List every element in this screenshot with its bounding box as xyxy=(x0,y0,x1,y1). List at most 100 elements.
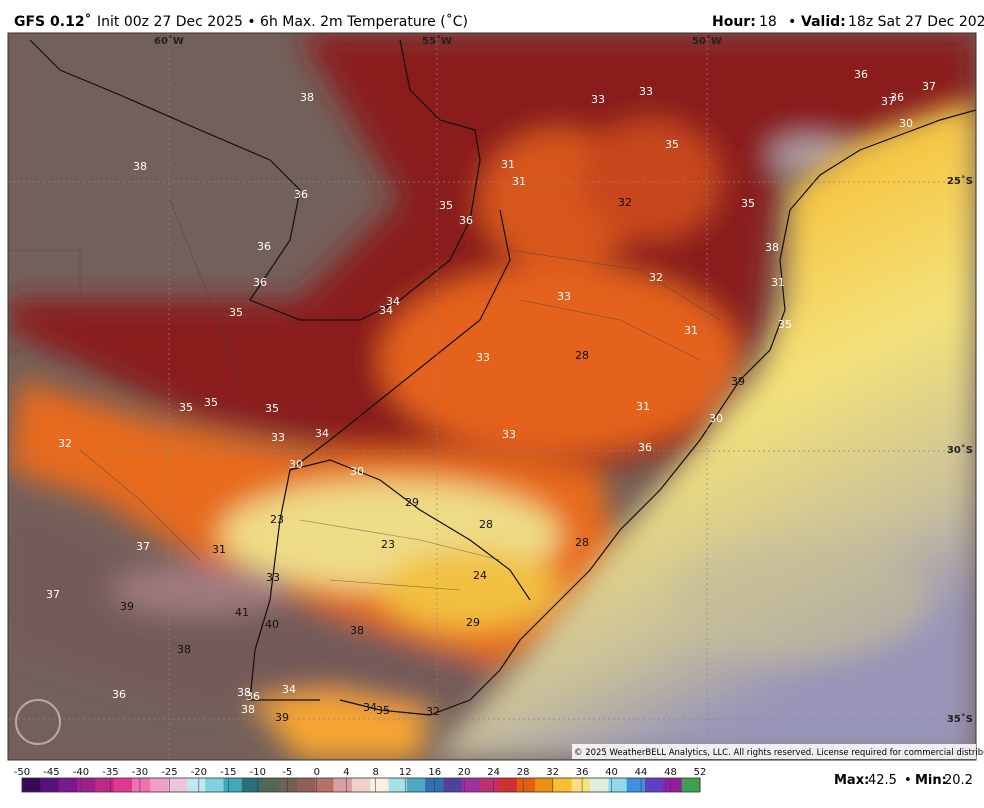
colorbar-tick-label: -45 xyxy=(43,767,59,778)
temperature-label: 34 xyxy=(386,295,400,308)
temperature-label: 36 xyxy=(890,91,904,104)
colorbar-tick-label: 20 xyxy=(458,767,471,778)
temperature-label: 29 xyxy=(466,616,480,629)
temperature-label: 35 xyxy=(376,704,390,717)
colorbar-swatch xyxy=(516,778,536,792)
colorbar-swatch xyxy=(351,778,371,792)
temperature-label: 36 xyxy=(112,688,126,701)
colorbar-swatch xyxy=(131,778,151,792)
colorbar-swatch xyxy=(461,778,481,792)
temperature-label: 35 xyxy=(229,306,243,319)
temperature-label: 35 xyxy=(439,199,453,212)
temperature-label: 35 xyxy=(265,402,279,415)
temperature-label: 35 xyxy=(665,138,679,151)
colorbar-swatch xyxy=(186,778,206,792)
copyright: © 2025 WeatherBELL Analytics, LLC. All r… xyxy=(574,748,984,758)
temperature-label: 28 xyxy=(479,518,493,531)
colorbar-swatch xyxy=(535,778,554,792)
colorbar-swatch xyxy=(76,778,96,792)
temperature-label: 29 xyxy=(405,496,419,509)
temperature-label: 37 xyxy=(881,95,895,108)
colorbar-swatch xyxy=(315,778,335,792)
temperature-label: 30 xyxy=(350,465,364,478)
temperature-label: 32 xyxy=(649,271,663,284)
temperature-label: 36 xyxy=(294,188,308,201)
colorbar-swatch xyxy=(663,778,683,792)
temperature-label: 34 xyxy=(282,683,296,696)
colorbar-swatch xyxy=(333,778,353,792)
colorbar-tick-label: -40 xyxy=(73,767,89,778)
temperature-label: 33 xyxy=(591,93,605,106)
colorbar-swatch xyxy=(553,778,573,792)
colorbar-swatch xyxy=(40,778,60,792)
colorbar-tick-label: -15 xyxy=(220,767,236,778)
colorbar-tick-label: 44 xyxy=(635,767,648,778)
temperature-label: 41 xyxy=(235,606,249,619)
colorbar-swatch xyxy=(443,778,463,792)
colorbar-tick-label: 4 xyxy=(343,767,349,778)
temperature-label: 35 xyxy=(741,197,755,210)
colorbar-tick-label: -50 xyxy=(14,767,30,778)
temperature-label: 33 xyxy=(502,428,516,441)
colorbar-swatch xyxy=(370,778,389,792)
temperature-label: 31 xyxy=(636,400,650,413)
temperature-label: 36 xyxy=(253,276,267,289)
colorbar-tick-label: -30 xyxy=(132,767,148,778)
bullet: • xyxy=(904,773,912,788)
max-value: 42.5 xyxy=(868,773,897,788)
map-description: Init 00z 27 Dec 2025 • 6h Max. 2m Temper… xyxy=(97,13,468,30)
temperature-label: 36 xyxy=(257,240,271,253)
colorbar-tick-label: 36 xyxy=(576,767,589,778)
temperature-label: 33 xyxy=(557,290,571,303)
colorbar-tick-label: -5 xyxy=(282,767,292,778)
temperature-label: 36 xyxy=(638,441,652,454)
temperature-label: 38 xyxy=(350,624,364,637)
map-field xyxy=(8,33,976,760)
temperature-label: 37 xyxy=(46,588,60,601)
bullet: • xyxy=(788,14,796,30)
colorbar-tick-label: 52 xyxy=(694,767,707,778)
colorbar-swatch xyxy=(260,778,280,792)
temperature-label: 33 xyxy=(271,431,285,444)
model-name: GFS 0.12˚ xyxy=(14,13,92,30)
colorbar-tick-label: -10 xyxy=(250,767,266,778)
colorbar-tick-label: -35 xyxy=(102,767,118,778)
min-value: 20.2 xyxy=(944,773,973,788)
temperature-label: 36 xyxy=(459,214,473,227)
temperature-label: 24 xyxy=(473,569,487,582)
temperature-label: 37 xyxy=(136,540,150,553)
temperature-label: 23 xyxy=(270,513,284,526)
colorbar-swatch xyxy=(498,778,518,792)
colorbar-swatch xyxy=(150,778,170,792)
temperature-label: 33 xyxy=(476,351,490,364)
colorbar-tick-label: 28 xyxy=(517,767,530,778)
colorbar-tick-label: 0 xyxy=(314,767,320,778)
temperature-label: 39 xyxy=(120,600,134,613)
latitude-label: 35˚S xyxy=(947,713,973,725)
hour-label: Hour: xyxy=(712,14,756,30)
temperature-label: 35 xyxy=(179,401,193,414)
colorbar-swatch xyxy=(681,778,701,792)
longitude-label: 50˚W xyxy=(692,35,722,47)
temperature-label: 33 xyxy=(266,571,280,584)
colorbar-tick-label: -25 xyxy=(161,767,177,778)
temperature-label: 28 xyxy=(575,349,589,362)
latitude-label: 30˚S xyxy=(947,444,973,456)
temperature-label: 39 xyxy=(731,375,745,388)
temperature-label: 36 xyxy=(246,690,260,703)
temperature-label: 39 xyxy=(275,711,289,724)
temperature-label: 38 xyxy=(300,91,314,104)
colorbar-swatch xyxy=(113,778,133,792)
temperature-label: 40 xyxy=(265,618,279,631)
temperature-label: 28 xyxy=(575,536,589,549)
colorbar-swatch xyxy=(480,778,499,792)
max-label: Max: xyxy=(834,773,869,788)
temperature-label: 34 xyxy=(363,701,377,714)
colorbar-swatch xyxy=(95,778,115,792)
temperature-label: 38 xyxy=(237,686,251,699)
colorbar-tick-label: 40 xyxy=(605,767,618,778)
temperature-label: 35 xyxy=(778,318,792,331)
valid-label: Valid: xyxy=(801,14,846,30)
colorbar-tick-label: -20 xyxy=(191,767,207,778)
